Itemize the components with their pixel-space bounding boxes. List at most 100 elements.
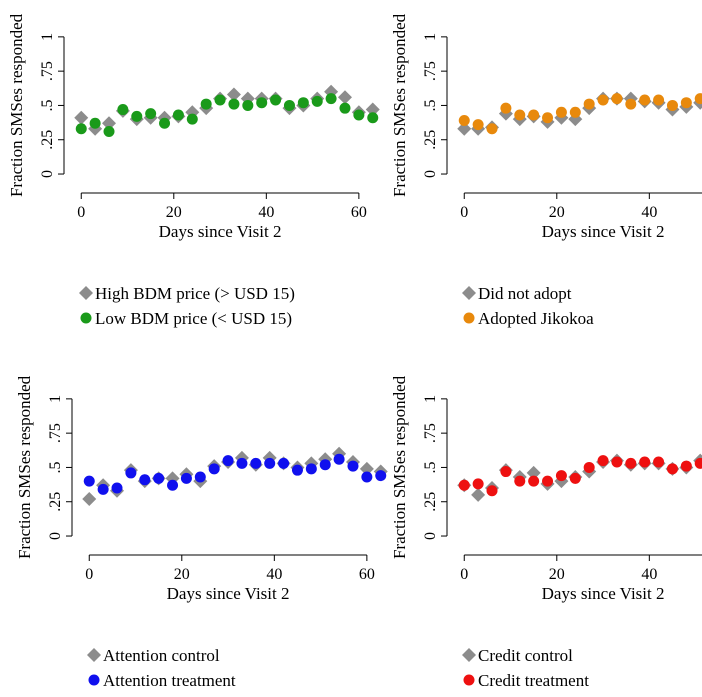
x-tick-label: 40: [266, 566, 282, 583]
data-point-circle: [222, 455, 234, 467]
x-axis-title: Days since Visit 2: [542, 584, 665, 603]
data-point-circle: [555, 106, 567, 118]
data-point-circle: [103, 126, 115, 138]
data-point-circle: [75, 123, 87, 135]
y-tick-label: .25: [47, 492, 64, 512]
y-tick-label: .5: [39, 99, 56, 111]
y-tick-label: .75: [39, 61, 56, 81]
data-point-diamond: [337, 90, 352, 105]
x-tick-label: 60: [351, 204, 367, 221]
legend-label: High BDM price (> USD 15): [95, 284, 295, 303]
data-point-circle: [214, 94, 226, 106]
data-point-circle: [542, 112, 554, 124]
data-point-circle: [500, 466, 512, 478]
data-point-circle: [172, 109, 184, 121]
x-tick-label: 20: [174, 566, 190, 583]
data-point-circle: [361, 471, 373, 483]
data-point-diamond: [226, 87, 241, 102]
data-point-circle: [250, 457, 262, 469]
data-point-circle: [125, 467, 137, 479]
data-point-circle: [583, 98, 595, 110]
data-point-circle: [472, 478, 484, 490]
y-tick-label: 0: [47, 532, 64, 540]
data-point-circle: [353, 109, 365, 121]
data-point-circle: [528, 475, 540, 487]
x-tick-label: 0: [77, 204, 85, 221]
data-point-circle: [639, 456, 651, 468]
chart-panel-1: 0 .25 .5 .75 1 0 20 40 60 Days since Visit 2 Fract…: [7, 13, 380, 328]
y-tick-label: 0: [422, 532, 439, 540]
data-point-circle: [339, 102, 351, 114]
data-point-circle: [97, 483, 109, 495]
data-point-circle: [228, 98, 240, 110]
data-point-circle: [347, 460, 359, 472]
x-axis-title: Days since Visit 2: [542, 222, 665, 241]
data-point-circle: [297, 97, 309, 109]
x-tick-label: 60: [359, 566, 375, 583]
y-axis-title: Fraction SMSes responded: [15, 375, 34, 559]
data-point-circle: [278, 457, 290, 469]
y-axis-title: Fraction SMSes responded: [390, 375, 409, 559]
data-point-diamond: [457, 121, 472, 136]
data-point-circle: [159, 117, 171, 129]
data-point-circle: [528, 109, 540, 121]
data-point-circle: [325, 93, 337, 105]
data-point-circle: [569, 106, 581, 118]
data-point-circle: [333, 453, 345, 465]
legend-marker-circle: [88, 674, 100, 686]
y-tick-label: .5: [47, 461, 64, 473]
data-point-circle: [186, 113, 198, 125]
data-point-circle: [680, 97, 692, 109]
data-point-circle: [131, 110, 143, 122]
legend-label: Credit control: [478, 646, 573, 665]
data-point-diamond: [82, 491, 97, 506]
data-point-circle: [200, 98, 212, 110]
data-point-circle: [611, 456, 623, 468]
data-point-circle: [514, 475, 526, 487]
legend-marker-diamond: [462, 286, 476, 300]
series-2: [458, 455, 702, 497]
data-point-circle: [625, 457, 637, 469]
series-2: [83, 453, 387, 495]
y-tick-label: .25: [422, 130, 439, 150]
y-tick-label: .5: [422, 99, 439, 111]
data-point-diamond: [102, 116, 117, 131]
data-point-circle: [653, 456, 665, 468]
data-point-circle: [639, 94, 651, 106]
legend-label: Low BDM price (< USD 15): [95, 309, 292, 328]
x-tick-label: 20: [549, 204, 565, 221]
legend-marker-diamond: [87, 648, 101, 662]
y-tick-label: .75: [47, 423, 64, 443]
data-point-circle: [153, 472, 165, 484]
x-axis-title: Days since Visit 2: [159, 222, 282, 241]
data-point-circle: [311, 95, 323, 107]
y-tick-label: 1: [422, 395, 439, 403]
data-point-circle: [256, 97, 268, 109]
data-point-diamond: [74, 110, 89, 125]
data-point-circle: [680, 460, 692, 472]
x-tick-label: 40: [641, 566, 657, 583]
data-point-circle: [555, 470, 567, 482]
data-point-circle: [139, 474, 151, 486]
data-point-circle: [270, 94, 282, 106]
x-tick-label: 0: [460, 566, 468, 583]
x-tick-label: 40: [641, 204, 657, 221]
y-tick-label: 1: [47, 395, 64, 403]
data-point-circle: [305, 463, 317, 475]
y-tick-label: .25: [422, 492, 439, 512]
data-point-circle: [486, 123, 498, 135]
data-point-circle: [694, 457, 702, 469]
x-tick-label: 20: [166, 204, 182, 221]
y-tick-label: .75: [422, 61, 439, 81]
data-point-circle: [83, 475, 95, 487]
data-point-diamond: [365, 102, 380, 117]
data-point-diamond: [359, 461, 374, 476]
data-point-circle: [264, 457, 276, 469]
series-2: [458, 93, 702, 135]
legend-marker-circle: [463, 312, 475, 324]
data-point-circle: [194, 471, 206, 483]
x-tick-label: 20: [549, 566, 565, 583]
data-point-circle: [514, 109, 526, 121]
